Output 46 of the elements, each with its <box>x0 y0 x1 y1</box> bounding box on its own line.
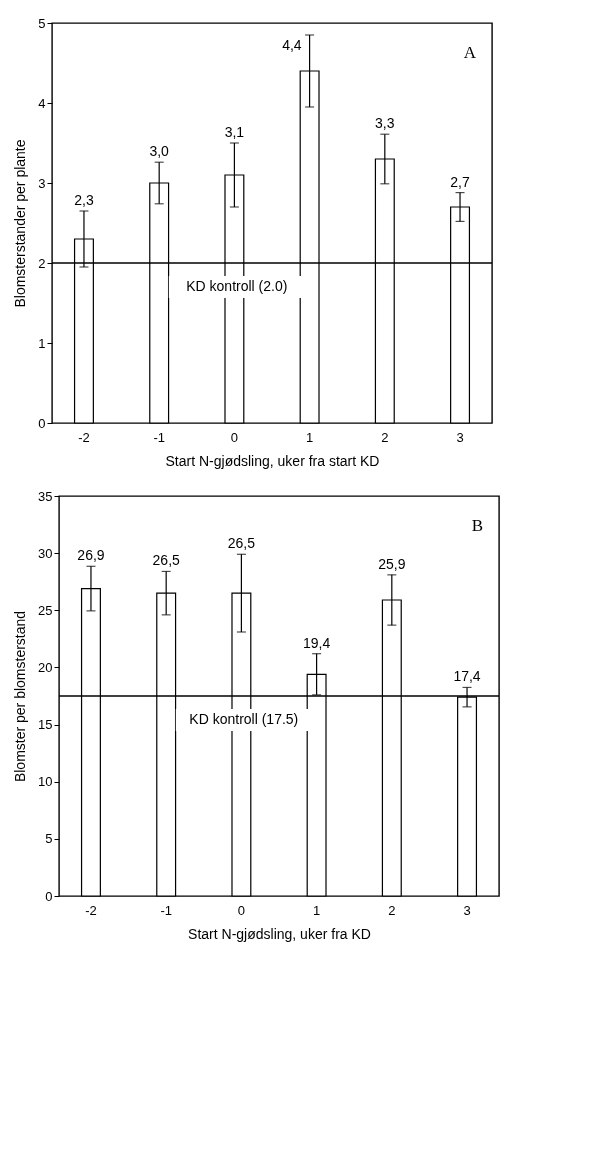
y-axis-title: Blomster per blomsterstand <box>12 610 29 783</box>
x-tick-label: -2 <box>85 902 97 918</box>
data-label: 17,4 <box>453 668 481 685</box>
y-tick-label: 10 <box>38 774 53 790</box>
ref-line-label: KD kontroll (2.0) <box>186 278 288 294</box>
x-tick-label: -1 <box>160 902 172 918</box>
y-tick-label: 5 <box>45 831 53 847</box>
y-tick-label: 30 <box>38 545 53 561</box>
y-tick-label: 4 <box>38 95 46 111</box>
y-tick-label: 0 <box>38 415 46 431</box>
data-label: 26,5 <box>227 535 256 552</box>
x-tick-label: 0 <box>230 429 239 445</box>
x-axis-title: Start N-gjødsling, uker fra KD <box>188 925 371 942</box>
x-tick-label: 0 <box>237 902 246 918</box>
data-label: 4,4 <box>282 37 302 53</box>
y-tick-label: 0 <box>45 888 53 904</box>
data-label: 26,5 <box>152 552 181 569</box>
y-axis-title: Blomsterstander per plante <box>12 139 29 308</box>
x-tick-label: 3 <box>456 429 464 445</box>
y-tick-label: 1 <box>38 335 46 351</box>
y-tick-label: 3 <box>38 175 46 191</box>
y-tick-label: 5 <box>38 15 46 31</box>
data-label: 19,4 <box>302 634 331 651</box>
x-tick-label: 2 <box>388 902 396 918</box>
data-label: 3,1 <box>224 124 245 140</box>
x-tick-label: 1 <box>312 902 321 918</box>
annotation: B <box>471 516 483 535</box>
ref-line-label: KD kontroll (17.5) <box>189 711 299 727</box>
data-label: 25,9 <box>378 555 406 572</box>
data-label: 26,9 <box>77 547 105 564</box>
data-label: 2,3 <box>74 192 94 208</box>
x-tick-label: 3 <box>463 902 471 918</box>
x-tick-label: 2 <box>381 429 389 445</box>
y-tick-label: 20 <box>38 659 53 675</box>
y-tick-label: 2 <box>38 255 46 271</box>
data-label: 3,0 <box>149 143 170 160</box>
data-label: 2,7 <box>450 173 470 190</box>
annotation: A <box>463 43 477 62</box>
data-label: 3,3 <box>375 115 395 132</box>
x-tick-label: 1 <box>305 429 314 445</box>
y-tick-label: 35 <box>38 488 53 504</box>
x-tick-label: -1 <box>153 429 165 445</box>
x-axis-title: Start N-gjødsling, uker fra start KD <box>165 452 380 469</box>
y-tick-label: 15 <box>38 717 53 733</box>
x-tick-label: -2 <box>78 429 90 445</box>
y-tick-label: 25 <box>38 602 53 618</box>
